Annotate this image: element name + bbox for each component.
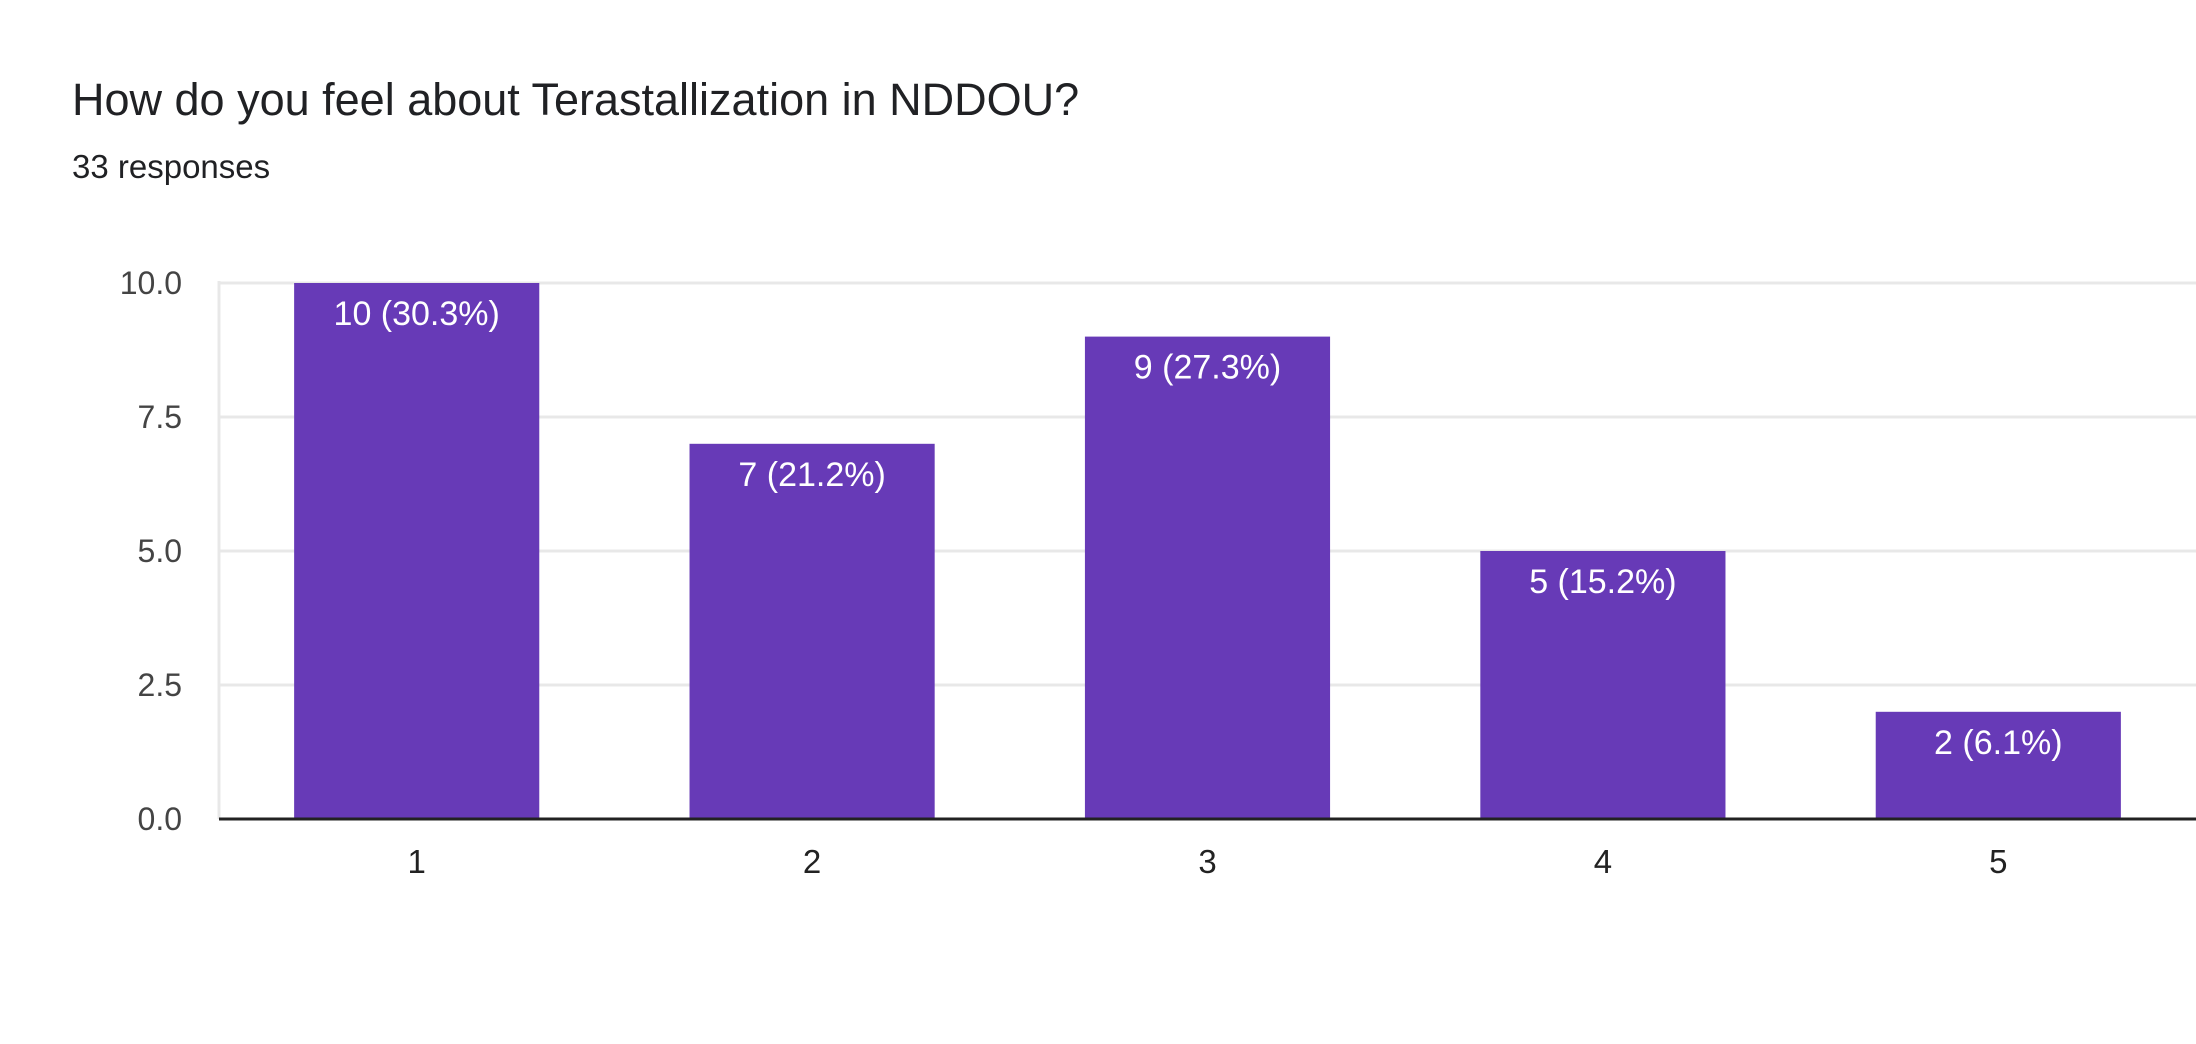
data-label: 10 (30.3%): [334, 295, 500, 333]
x-tick-label: 2: [803, 843, 821, 880]
x-tick-label: 1: [408, 843, 426, 880]
x-tick-label: 5: [1989, 843, 2007, 880]
question-title: How do you feel about Terastallization i…: [72, 74, 1080, 125]
data-label: 9 (27.3%): [1134, 349, 1281, 387]
bar-1: [294, 283, 540, 819]
x-tick-label: 3: [1198, 843, 1216, 880]
y-tick-label: 10.0: [120, 265, 182, 301]
bar-5: [1875, 711, 2121, 819]
bar-4: [1480, 551, 1726, 819]
y-tick-label: 2.5: [138, 667, 182, 703]
data-label: 2 (6.1%): [1934, 724, 2063, 762]
bar-2: [689, 443, 935, 819]
y-tick-label: 0.0: [138, 801, 182, 837]
bar-3: [1084, 336, 1331, 819]
data-label: 5 (15.2%): [1529, 563, 1676, 601]
x-tick-label: 4: [1594, 843, 1612, 880]
data-label: 7 (21.2%): [738, 456, 885, 494]
y-tick-label: 5.0: [138, 533, 182, 569]
response-count: 33 responses: [72, 148, 271, 185]
y-tick-label: 7.5: [138, 399, 182, 435]
